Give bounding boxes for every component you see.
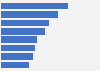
Bar [1,20,49,26]
Bar [1,3,68,9]
Bar [1,53,33,60]
Bar [1,28,45,35]
Bar [1,45,35,51]
Bar [1,36,37,43]
Bar [1,11,58,18]
Bar [1,62,29,68]
